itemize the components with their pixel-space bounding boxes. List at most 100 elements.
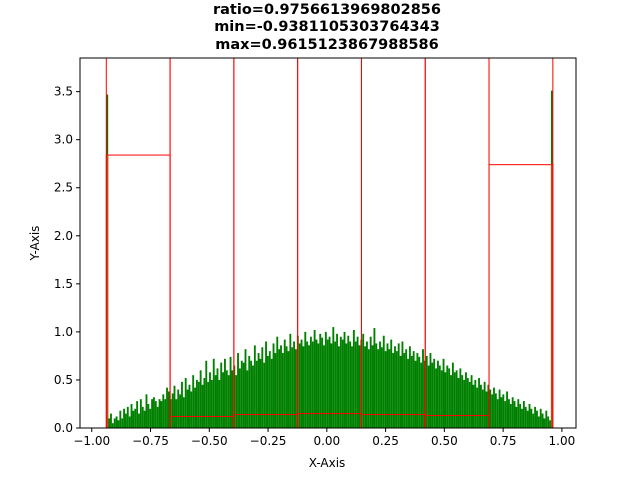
green-bar [541, 413, 544, 428]
green-bar [237, 353, 239, 428]
red-bin-bar [424, 415, 490, 429]
green-bar [190, 391, 193, 428]
green-bar [352, 329, 355, 428]
green-bar [395, 351, 398, 428]
green-bar [136, 401, 139, 428]
green-bar [465, 372, 467, 428]
green-bar [222, 372, 225, 428]
green-bar [509, 403, 512, 428]
green-bar [416, 353, 419, 428]
green-bar [158, 399, 161, 428]
green-bar [336, 333, 338, 428]
green-bar [371, 345, 374, 428]
green-bar [311, 341, 314, 428]
green-bar [263, 362, 266, 428]
green-bar [268, 351, 271, 428]
green-bar [515, 406, 518, 428]
green-bar [160, 401, 163, 428]
green-bar [384, 351, 387, 428]
green-bar [110, 413, 112, 428]
green-bar [422, 349, 424, 428]
green-bar [225, 370, 228, 428]
y-axis-ticks: 0.0 0.5 1.0 1.5 2.0 2.5 3.0 3.5 [54, 85, 80, 435]
green-bar [380, 347, 383, 428]
green-bar [461, 375, 464, 428]
green-bar [134, 408, 137, 428]
green-bar [493, 387, 495, 428]
green-bar [437, 360, 439, 428]
green-bar [143, 410, 146, 428]
green-bar [532, 413, 535, 428]
green-bar [126, 406, 129, 428]
y-tick-label: 1.5 [54, 277, 73, 291]
green-bar [224, 358, 226, 428]
green-bar [339, 336, 342, 428]
green-bar [528, 403, 531, 428]
red-bin-core [106, 155, 109, 428]
green-bar [326, 339, 329, 428]
green-bar [252, 365, 254, 428]
green-bar [281, 353, 284, 428]
green-bar [487, 384, 490, 428]
green-bar [304, 331, 307, 428]
green-bar [455, 370, 458, 428]
green-bar [214, 375, 217, 428]
green-bar [156, 406, 159, 428]
y-tick-label: 2.0 [54, 229, 73, 243]
green-bar [474, 379, 477, 428]
green-bar [511, 397, 514, 428]
green-bar [392, 353, 395, 428]
chart-title-line-2: min=-0.9381105303764343 [214, 19, 440, 35]
green-bar [250, 360, 253, 428]
green-bar [450, 375, 452, 428]
green-bar [438, 365, 441, 428]
green-bar [130, 403, 133, 428]
green-bar [521, 408, 523, 428]
green-bar [175, 399, 178, 428]
green-bar [356, 336, 359, 428]
green-bar [227, 375, 230, 428]
green-bar [212, 358, 215, 428]
green-bar [276, 336, 279, 428]
green-bar [351, 346, 353, 428]
green-bar [414, 360, 417, 428]
green-bar [323, 345, 325, 428]
green-bar [506, 391, 509, 428]
chart-title-line-1: ratio=0.9756613969802856 [213, 2, 441, 18]
green-bar [403, 353, 406, 428]
y-tick-label: 0.5 [54, 373, 73, 387]
red-bin-bar [105, 154, 171, 429]
green-bar [433, 358, 436, 428]
green-bar [257, 353, 260, 428]
green-bar [537, 416, 540, 428]
green-bar [166, 387, 168, 428]
green-bar [457, 378, 460, 428]
green-bar [373, 328, 376, 428]
x-tick-label: 0.25 [372, 434, 399, 448]
green-bar [300, 339, 303, 428]
green-bar [545, 410, 548, 428]
green-bar [162, 394, 165, 428]
green-bar [494, 393, 497, 428]
green-bar [132, 410, 135, 428]
green-bar [285, 346, 288, 428]
green-bar [298, 343, 301, 428]
green-bar [216, 368, 219, 428]
green-bar [435, 368, 438, 428]
green-bar [513, 401, 516, 428]
green-bar [418, 356, 421, 428]
green-bar [123, 408, 125, 428]
green-bar [317, 343, 320, 428]
green-bar [498, 389, 501, 428]
green-bar [207, 381, 210, 428]
green-bar [124, 413, 127, 428]
green-bar [218, 379, 221, 428]
green-bar [113, 418, 116, 428]
green-bar [201, 384, 204, 428]
green-bar [390, 339, 393, 428]
x-tick-label: 0.75 [490, 434, 517, 448]
green-bar [194, 387, 196, 428]
green-bar [500, 397, 503, 428]
green-bar [182, 397, 185, 428]
